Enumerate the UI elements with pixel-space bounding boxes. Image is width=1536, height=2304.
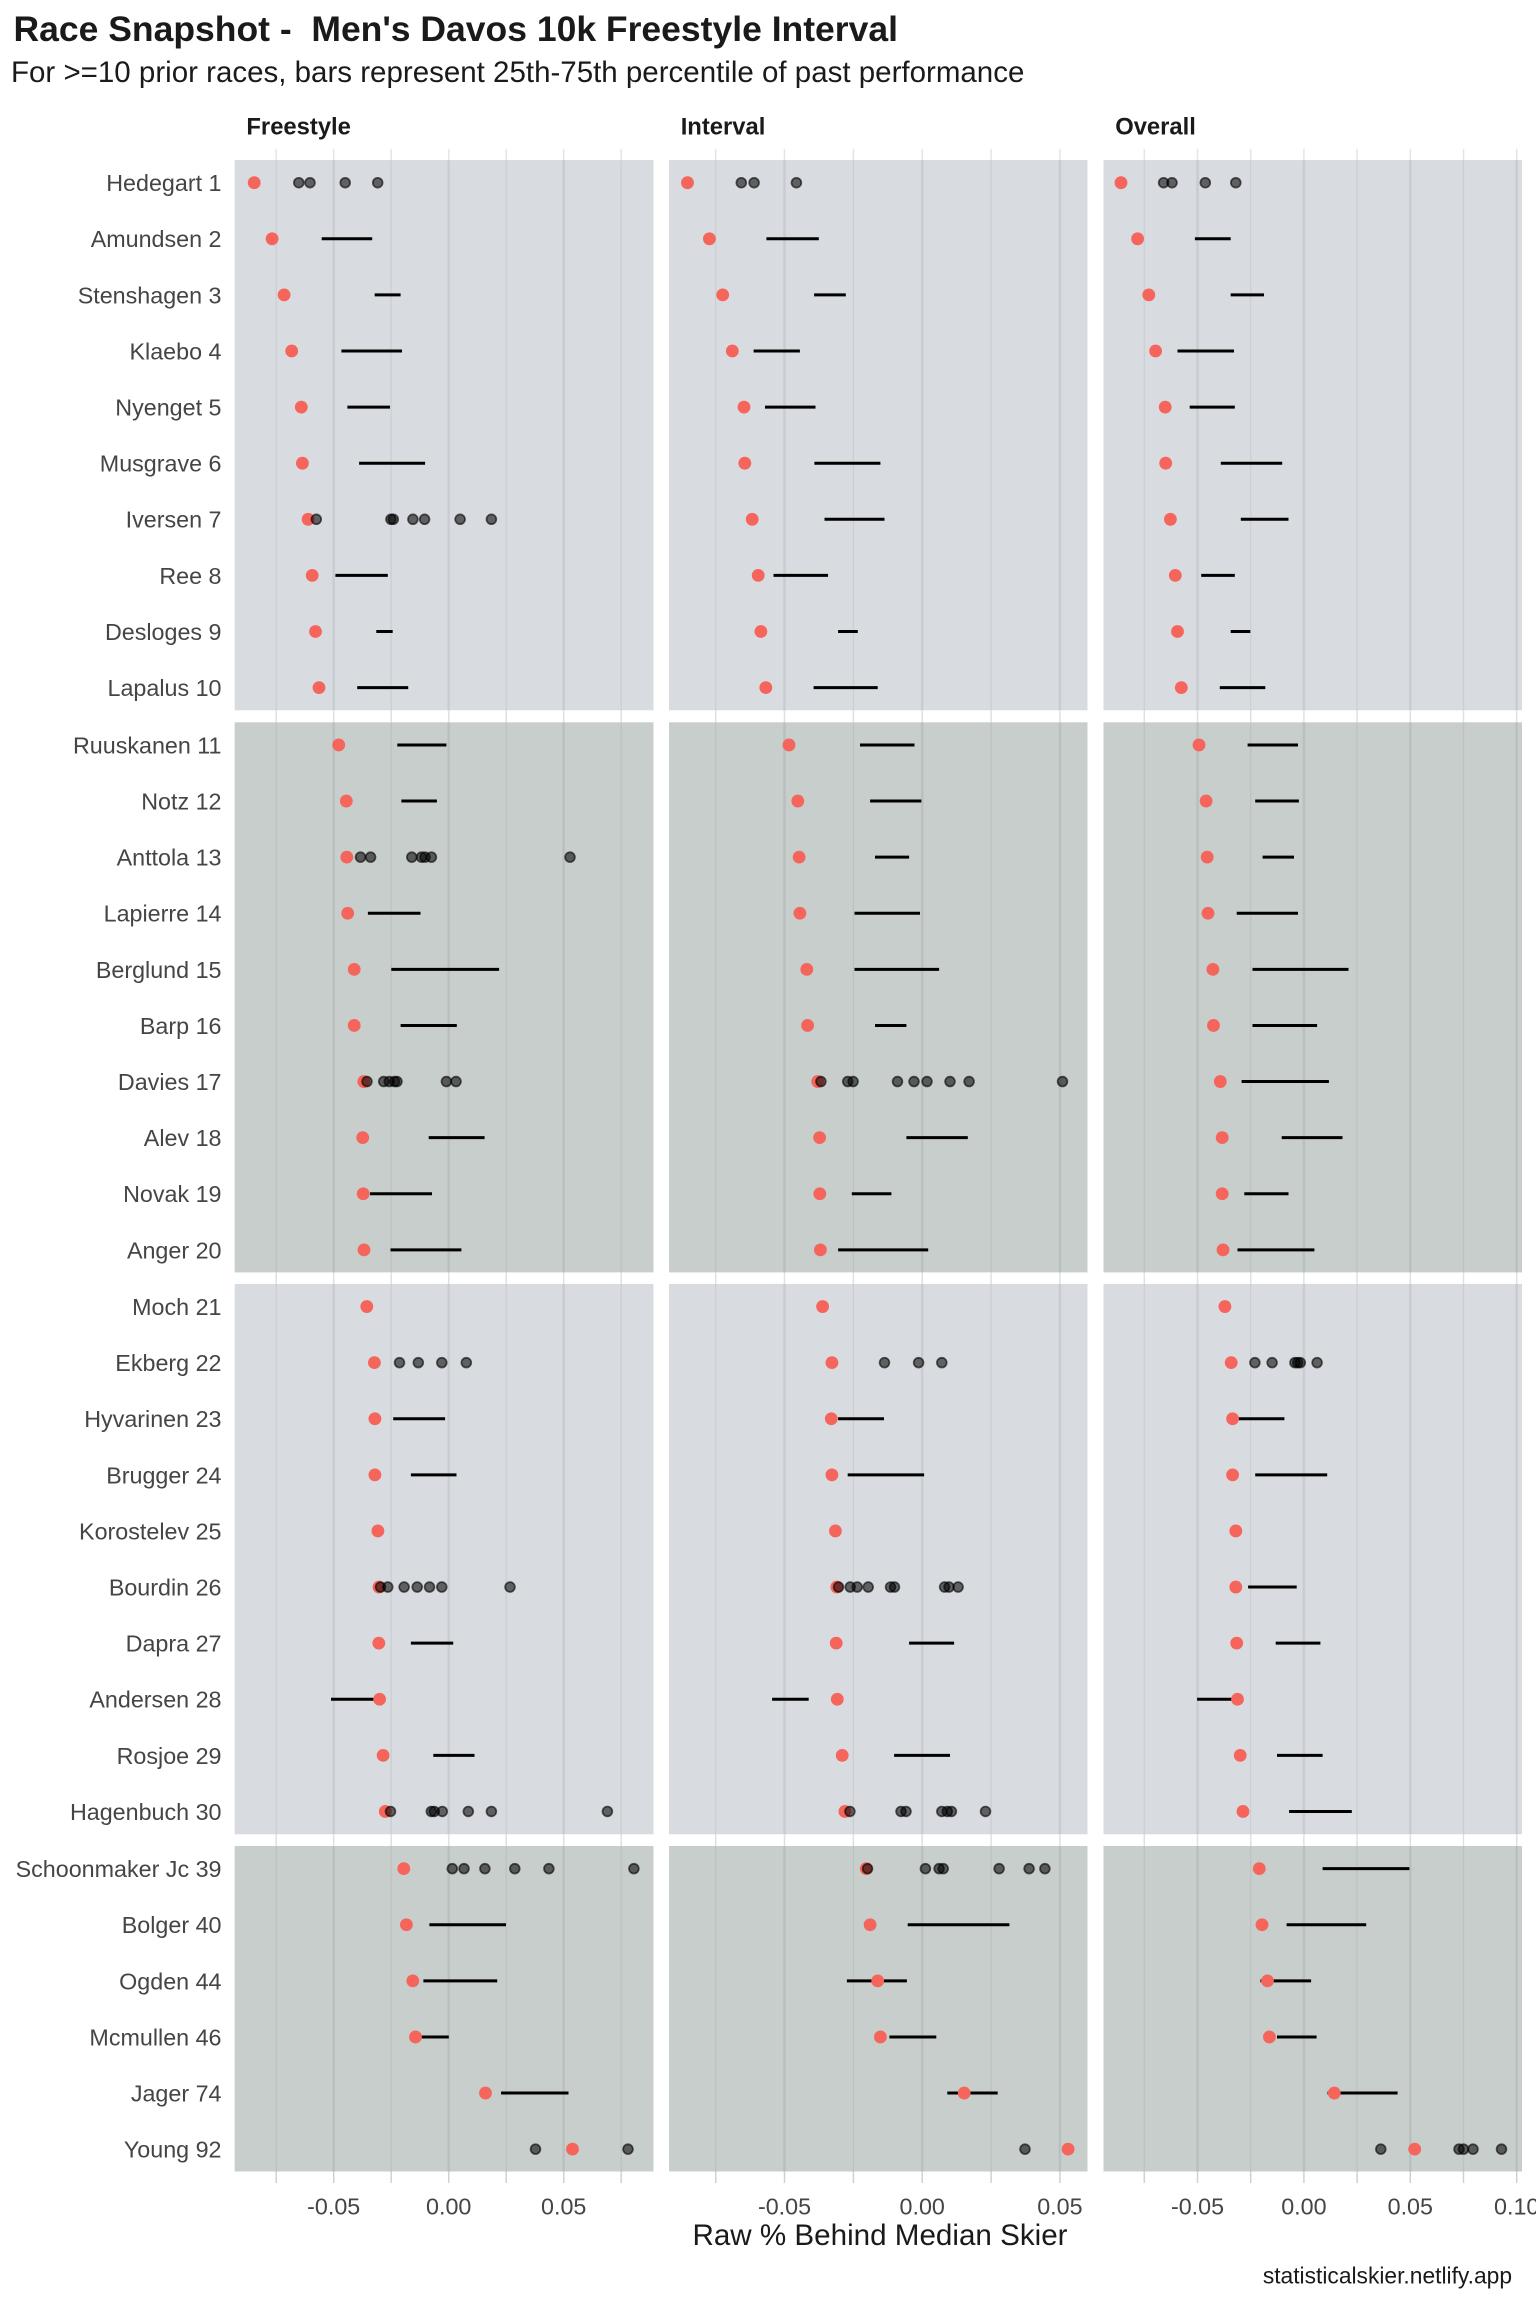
svg-text:Hedegart 1: Hedegart 1	[106, 170, 221, 196]
svg-text:Anger 20: Anger 20	[127, 1237, 222, 1263]
svg-text:Novak 19: Novak 19	[123, 1181, 221, 1207]
svg-text:Raw % Behind Median Skier: Raw % Behind Median Skier	[692, 2219, 1067, 2252]
svg-text:Ree 8: Ree 8	[159, 563, 221, 589]
svg-text:0.00: 0.00	[1281, 2194, 1326, 2220]
svg-text:Ruuskanen 11: Ruuskanen 11	[73, 732, 222, 758]
svg-text:Brugger 24: Brugger 24	[106, 1462, 221, 1488]
svg-text:Nyenget 5: Nyenget 5	[115, 395, 221, 421]
svg-text:Rosjoe 29: Rosjoe 29	[117, 1743, 222, 1769]
svg-text:0.05: 0.05	[1388, 2194, 1433, 2220]
svg-text:Ogden 44: Ogden 44	[119, 1968, 221, 1994]
svg-text:Dapra 27: Dapra 27	[126, 1631, 222, 1657]
svg-text:Bourdin 26: Bourdin 26	[109, 1574, 222, 1600]
svg-text:-0.05: -0.05	[758, 2194, 811, 2220]
svg-text:Korostelev 25: Korostelev 25	[79, 1518, 221, 1544]
svg-text:Lapalus 10: Lapalus 10	[108, 675, 222, 701]
svg-text:-0.05: -0.05	[1171, 2194, 1224, 2220]
svg-text:Musgrave 6: Musgrave 6	[100, 451, 222, 477]
svg-text:0.05: 0.05	[1037, 2194, 1082, 2220]
svg-text:0.00: 0.00	[900, 2194, 945, 2220]
svg-text:Jager 74: Jager 74	[131, 2080, 222, 2106]
svg-text:Young 92: Young 92	[124, 2137, 222, 2163]
svg-text:Desloges 9: Desloges 9	[105, 619, 222, 645]
svg-text:Mcmullen 46: Mcmullen 46	[89, 2024, 221, 2050]
svg-text:Berglund 15: Berglund 15	[96, 957, 222, 983]
svg-text:Schoonmaker Jc 39: Schoonmaker Jc 39	[16, 1856, 222, 1882]
svg-text:-0.05: -0.05	[307, 2194, 360, 2220]
svg-text:Anttola 13: Anttola 13	[117, 845, 222, 871]
svg-text:Notz 12: Notz 12	[141, 788, 221, 814]
svg-text:Ekberg 22: Ekberg 22	[115, 1350, 221, 1376]
svg-text:Andersen 28: Andersen 28	[89, 1687, 221, 1713]
svg-text:Interval: Interval	[681, 114, 766, 141]
svg-text:0.10: 0.10	[1494, 2194, 1536, 2220]
svg-text:Stenshagen 3: Stenshagen 3	[78, 282, 222, 308]
svg-text:Davies 17: Davies 17	[118, 1069, 222, 1095]
svg-text:Klaebo 4: Klaebo 4	[130, 338, 222, 364]
svg-text:Race Snapshot - Men's Davos 1: Race Snapshot - Men's Davos 10k Freestyl…	[14, 9, 898, 49]
svg-text:Hagenbuch 30: Hagenbuch 30	[70, 1799, 222, 1825]
svg-text:0.05: 0.05	[541, 2194, 586, 2220]
svg-text:0.00: 0.00	[426, 2194, 471, 2220]
svg-text:Moch 21: Moch 21	[132, 1294, 221, 1320]
svg-text:statisticalskier.netlify.app: statisticalskier.netlify.app	[1263, 2263, 1512, 2289]
svg-text:Iversen 7: Iversen 7	[126, 507, 222, 533]
svg-text:Hyvarinen 23: Hyvarinen 23	[84, 1406, 221, 1432]
svg-text:Amundsen 2: Amundsen 2	[91, 226, 222, 252]
svg-text:Overall: Overall	[1115, 114, 1196, 141]
svg-text:For >=10 prior races, bars rep: For >=10 prior races, bars represent 25t…	[11, 56, 1024, 89]
svg-text:Barp 16: Barp 16	[140, 1013, 222, 1039]
svg-text:Alev 18: Alev 18	[144, 1125, 222, 1151]
svg-text:Freestyle: Freestyle	[246, 114, 351, 141]
svg-text:Bolger 40: Bolger 40	[122, 1912, 222, 1938]
svg-text:Lapierre 14: Lapierre 14	[104, 901, 222, 927]
